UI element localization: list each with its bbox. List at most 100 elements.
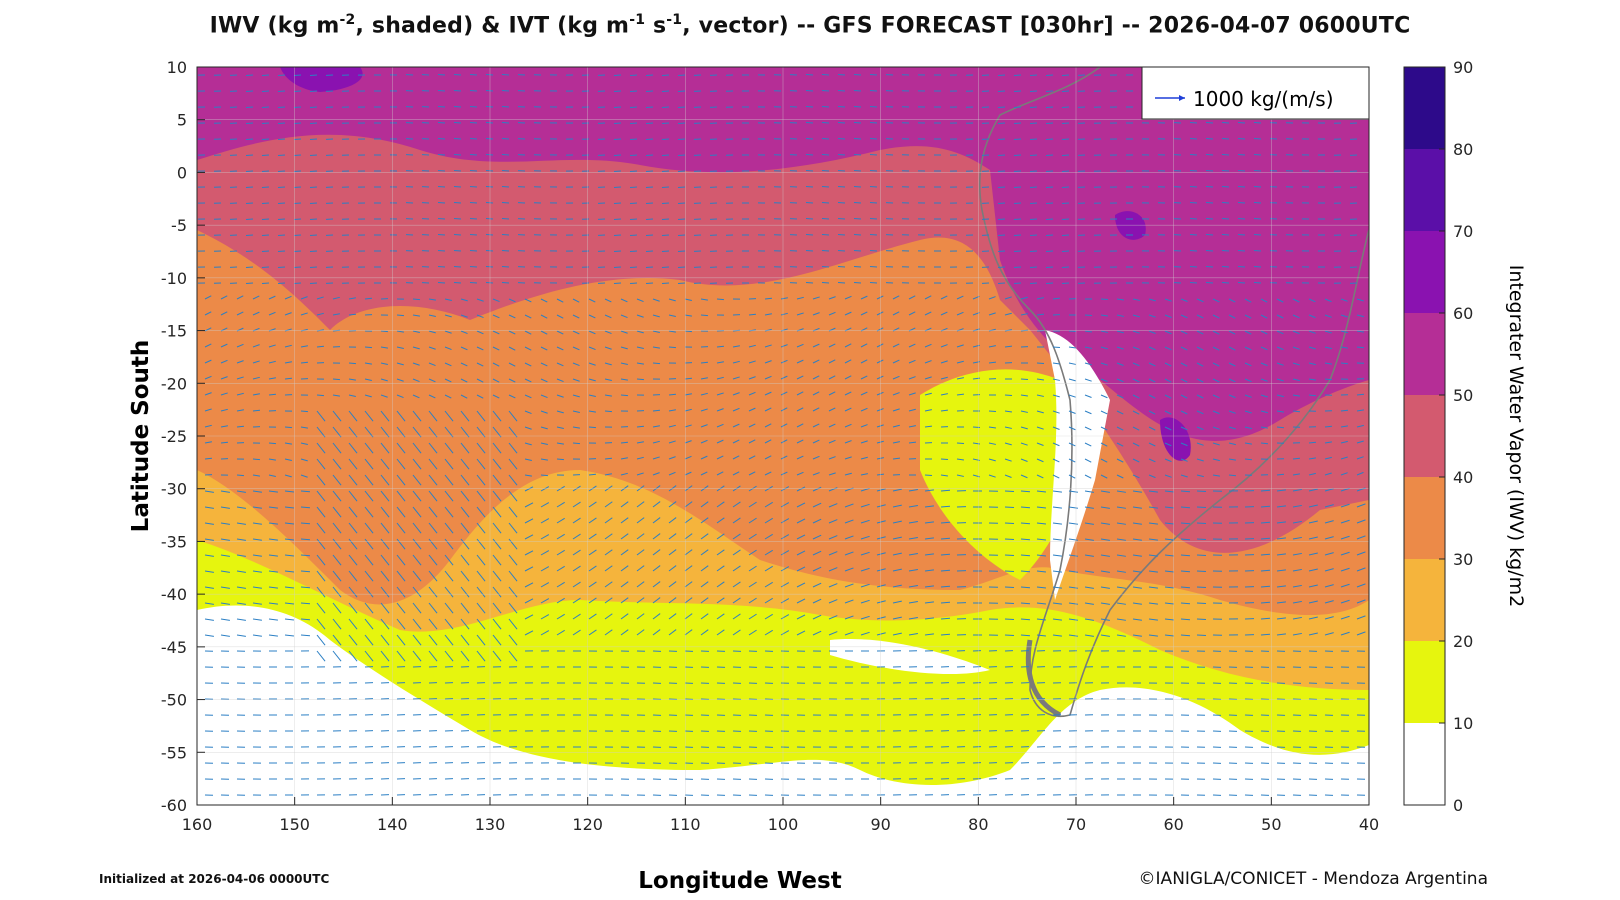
ivt-vector [844, 343, 852, 348]
ivt-vector [332, 650, 342, 662]
ivt-vector [332, 378, 341, 381]
ivt-vector [764, 360, 772, 364]
ivt-vector [284, 538, 295, 541]
ivt-vector [812, 534, 822, 540]
ivt-vector [837, 169, 846, 172]
ivt-vector [716, 565, 725, 572]
ivt-vector [284, 490, 295, 493]
ivt-vector [220, 343, 228, 348]
ivt-vector [700, 439, 708, 444]
ivt-vector [556, 581, 565, 588]
ivt-vector [1340, 567, 1350, 572]
ivt-vector [828, 519, 838, 524]
ivt-vector [1029, 282, 1038, 285]
ivt-vector [837, 265, 846, 268]
ivt-vector [1324, 632, 1334, 636]
ivt-vector [661, 138, 670, 141]
ivt-vector [460, 490, 470, 502]
ivt-vector [764, 407, 772, 412]
ivt-vector [1084, 506, 1094, 509]
ivt-vector [284, 361, 292, 364]
ivt-vector [780, 423, 788, 428]
ivt-vector [661, 282, 670, 285]
colorbar-tick-label: 0 [1453, 796, 1463, 815]
ivt-vector [492, 474, 502, 486]
ivt-vector [1036, 426, 1044, 430]
ivt-vector [604, 330, 612, 335]
y-tick-label: -30 [161, 480, 187, 499]
ivt-vector [524, 614, 534, 620]
ivt-vector [908, 537, 918, 540]
ivt-vector [892, 536, 902, 540]
ivt-vector [1132, 570, 1142, 573]
ivt-vector [476, 522, 486, 534]
ivt-vector [380, 410, 390, 422]
ivt-vector [1100, 474, 1108, 479]
ivt-vector [332, 490, 342, 502]
ivt-vector [476, 650, 486, 662]
ivt-vector [908, 343, 916, 348]
y-tick-label: -5 [171, 216, 187, 235]
ivt-vector [668, 485, 677, 492]
ivt-vector [485, 105, 494, 108]
ivt-vector [444, 554, 454, 566]
ivt-vector [716, 501, 725, 508]
ivt-vector [1068, 490, 1078, 493]
ivt-vector [220, 522, 230, 525]
ivt-vector [924, 474, 933, 477]
ivt-vector [652, 501, 661, 508]
ivt-vector [588, 298, 596, 303]
ivt-vector [1180, 602, 1191, 605]
ivt-vector [844, 551, 854, 556]
ivt-vector [1292, 568, 1302, 572]
ivt-vector [1148, 634, 1158, 637]
ivt-vector [1180, 426, 1188, 431]
ivt-vector [1045, 154, 1054, 157]
ivt-vector [620, 485, 629, 492]
ivt-vector [1132, 474, 1140, 479]
ivt-vector [277, 250, 286, 253]
ivt-vector [485, 217, 494, 220]
ivt-vector [1052, 570, 1062, 573]
ivt-vector [1340, 535, 1350, 540]
colorbar-segment [1404, 723, 1445, 806]
ivt-vector [1237, 265, 1246, 268]
ivt-vector [204, 441, 212, 444]
ivt-vector [453, 281, 462, 284]
ivt-vector [469, 73, 478, 76]
ivt-vector [796, 455, 804, 460]
iwv-band-0-10-andes [1045, 330, 1110, 600]
colorbar-tick-label: 10 [1453, 714, 1473, 733]
ivt-vector [661, 202, 670, 205]
ivt-vector [972, 426, 981, 429]
ivt-vector [1228, 426, 1236, 430]
ivt-vector [524, 378, 532, 383]
ivt-vector [220, 359, 228, 364]
ivt-vector [332, 538, 342, 550]
ivt-vector [412, 634, 422, 646]
ivt-vector [796, 550, 806, 556]
ivt-vector [1237, 249, 1246, 252]
ivt-vector [1308, 632, 1318, 636]
ivt-vector [716, 423, 724, 428]
ivt-vector [588, 533, 597, 540]
ivt-vector [620, 613, 629, 620]
ivt-vector [1340, 472, 1348, 476]
ivt-vector [1324, 504, 1334, 508]
ivt-vector [828, 535, 838, 540]
ivt-vector [1276, 330, 1284, 335]
ivt-vector [837, 281, 846, 284]
ivt-vector [1084, 378, 1092, 382]
ivt-vector [508, 650, 518, 662]
ivt-vector [252, 586, 262, 589]
ivt-vector [764, 565, 773, 572]
y-tick-label: -35 [161, 532, 187, 551]
ivt-vector [924, 601, 934, 604]
ivt-vector [277, 138, 286, 141]
ivt-vector [796, 296, 804, 300]
ivt-vector [469, 153, 478, 156]
ivt-vector [837, 153, 846, 156]
ivt-vector [629, 154, 638, 157]
ivt-vector [460, 458, 470, 470]
ivt-vector [1196, 410, 1204, 415]
